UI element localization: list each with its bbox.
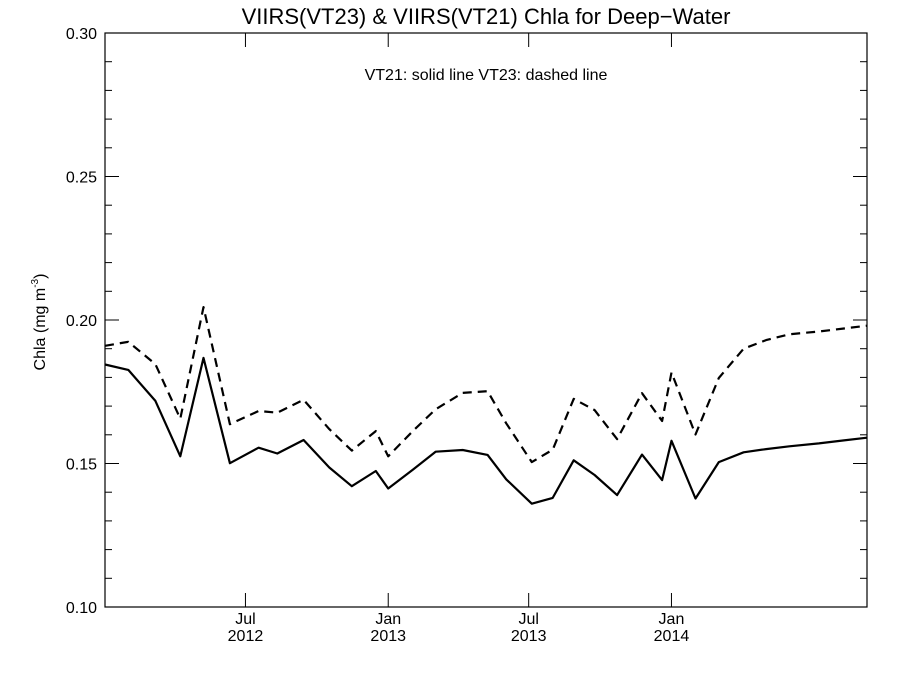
x-tick-label-year: 2013	[511, 628, 547, 645]
x-tick-label-month: Jan	[375, 611, 401, 628]
y-tick-label: 0.10	[66, 600, 97, 617]
x-tick-label-month: Jul	[518, 611, 538, 628]
x-tick-label-month: Jul	[235, 611, 255, 628]
series-layer	[104, 306, 868, 505]
y-tick-label: 0.20	[66, 313, 97, 330]
chart-title: VIIRS(VT23) & VIIRS(VT21) Chla for Deep−…	[242, 4, 731, 29]
y-axis-label: Chla (mg m-3)	[30, 274, 49, 371]
series-line-vt21	[104, 356, 868, 505]
series-annotation: VT21: solid line VT23: dashed line	[365, 67, 608, 84]
x-tick-label-year: 2012	[228, 628, 264, 645]
x-tick-label-year: 2013	[370, 628, 406, 645]
y-axis: 0.10 0.15 0.20 0.25 0.30	[66, 26, 867, 617]
series-line-vt23	[104, 306, 868, 464]
x-tick-label-year: 2014	[654, 628, 690, 645]
y-tick-label: 0.15	[66, 457, 97, 474]
plot-frame	[104, 32, 868, 608]
y-tick-label: 0.30	[66, 26, 97, 43]
x-tick-label-month: Jan	[659, 611, 685, 628]
y-tick-label: 0.25	[66, 170, 97, 187]
